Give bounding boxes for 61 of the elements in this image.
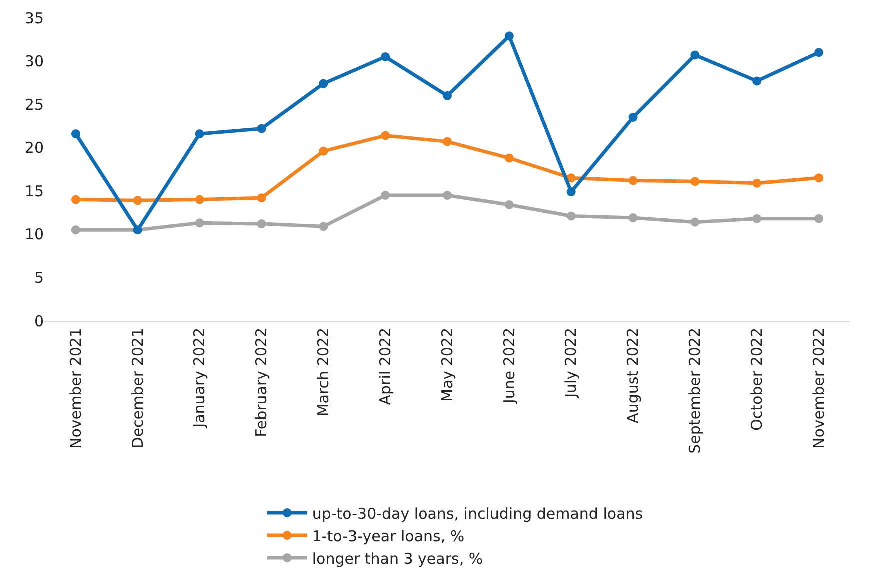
point [195,130,204,139]
y-tick-label: 25 [24,96,44,114]
point [752,214,762,224]
point [257,220,266,229]
point [814,214,824,224]
x-tick-label: August 2022 [624,328,642,424]
point [814,174,824,183]
x-tick-label: February 2022 [252,328,271,438]
x-tick-label: July 2022 [562,328,580,399]
point [504,154,514,163]
legend-label: 1-to-3-year loans, % [312,527,465,546]
point [133,196,142,206]
point [319,79,328,88]
legend-label: longer than 3 years, % [312,550,484,568]
point [443,91,452,100]
point [566,188,576,197]
x-tick-label: December 2021 [128,328,147,449]
point [381,190,390,200]
y-tick-label: 0 [34,312,44,330]
point [628,113,638,122]
point [71,130,80,139]
x-tick-label: January 2022 [190,328,209,429]
point [71,195,80,204]
x-tick-label: October 2022 [748,328,766,431]
point [504,32,514,41]
point [814,48,824,58]
y-tick-label: 30 [24,52,44,71]
point [504,200,514,210]
point [752,76,762,86]
point [381,131,390,140]
point [628,213,638,222]
point [690,50,700,60]
x-tick-label: September 2022 [686,328,704,454]
y-tick-label: 5 [34,268,44,287]
point [195,218,204,228]
point [443,190,452,200]
point [319,146,328,156]
point [752,178,762,188]
point [257,194,266,203]
x-tick-label: June 2022 [500,328,518,405]
point [628,176,638,186]
y-tick-label: 35 [24,9,44,28]
point [690,218,700,227]
x-tick-label: March 2022 [314,328,333,417]
point [195,195,204,204]
point [71,226,80,235]
y-tick-label: 10 [24,226,44,244]
point [257,124,266,134]
point [443,137,452,146]
point [381,52,390,62]
y-tick-label: 15 [24,182,44,200]
x-tick-label: November 2021 [66,328,85,449]
x-tick-label: November 2022 [810,328,828,449]
x-tick-label: May 2022 [438,328,456,402]
point [566,174,576,183]
point [566,212,576,221]
x-tick-label: April 2022 [376,328,394,406]
point [690,177,700,186]
point [319,222,328,232]
legend-label: up-to-30-day loans, including demand loans [312,504,644,523]
y-tick-label: 20 [24,139,44,158]
